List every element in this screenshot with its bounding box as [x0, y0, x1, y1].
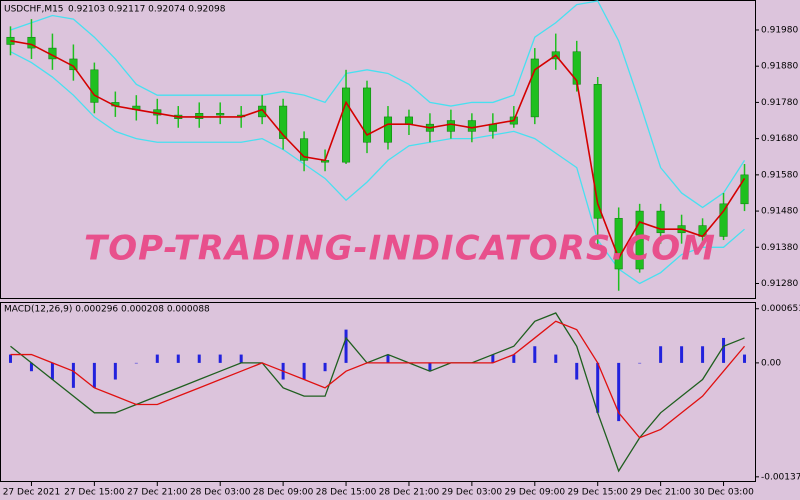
- candle-body: [404, 116, 413, 125]
- histogram-bar: [50, 362, 54, 380]
- x-tick-label: 29 Dec 03:00: [442, 488, 503, 498]
- histogram-bar: [386, 354, 390, 363]
- chart-title: USDCHF,M15: [4, 5, 64, 15]
- moving-average: [10, 40, 746, 261]
- candle-body: [300, 138, 309, 161]
- y-tick-label: 0.000651: [761, 304, 800, 314]
- y-tick-label: 0.91580: [761, 170, 798, 180]
- candle-body: [593, 84, 602, 219]
- x-tick-label: 27 Dec 21:00: [127, 488, 188, 498]
- histogram-bar: [218, 354, 222, 363]
- candle-body: [656, 210, 665, 234]
- histogram-bar: [302, 362, 306, 380]
- histogram-bar: [659, 346, 663, 363]
- candle-body: [467, 120, 476, 132]
- histogram-bar: [638, 362, 642, 364]
- histogram-bar: [197, 354, 201, 363]
- histogram-bar: [722, 337, 726, 363]
- candle-body: [90, 69, 99, 103]
- indicator-line: [10, 312, 745, 473]
- histogram-bar: [134, 362, 138, 364]
- candle-body: [740, 174, 749, 205]
- histogram-bar: [344, 329, 348, 363]
- histogram-bar: [680, 346, 684, 363]
- candle-body: [719, 203, 728, 237]
- y-tick-label: -0.00137: [761, 472, 800, 482]
- candle-body: [27, 36, 36, 49]
- watermark: TOP-TRADING-INDICATORS.COM: [84, 229, 716, 269]
- indicator-line: [10, 0, 746, 209]
- candle-body: [530, 58, 539, 118]
- macd-panel: [0, 302, 756, 482]
- indicator-line: [10, 51, 745, 285]
- histogram-bar: [239, 354, 243, 363]
- candle-body: [342, 87, 351, 163]
- histogram-bar: [155, 354, 159, 363]
- histogram-bar: [533, 346, 537, 363]
- x-tick-label: 27 Dec 2021: [3, 488, 61, 498]
- histogram-bar: [92, 362, 96, 388]
- histogram-bar: [113, 362, 117, 380]
- candle-body: [216, 113, 225, 116]
- histogram-bar: [701, 346, 705, 363]
- x-tick-label: 29 Dec 09:00: [505, 488, 566, 498]
- histogram-bar: [428, 362, 432, 372]
- candle-body: [446, 120, 455, 132]
- histogram-bar: [323, 362, 327, 372]
- candle-body: [635, 210, 644, 270]
- y-tick-label: 0.91380: [761, 243, 798, 253]
- y-tick-label: 0.91980: [761, 25, 798, 35]
- x-tick-label: 27 Dec 15:00: [64, 488, 125, 498]
- y-tick-label: 0.91680: [761, 134, 798, 144]
- histogram-bar: [491, 354, 495, 363]
- x-tick-label: 28 Dec 09:00: [253, 488, 314, 498]
- y-tick-label: 0.91280: [761, 279, 798, 289]
- y-tick-label: 0.00: [761, 358, 781, 368]
- x-tick-label: 30 Dec 03:00: [693, 488, 754, 498]
- ohlc-text: 0.92103 0.92117 0.92074 0.92098: [68, 5, 226, 15]
- y-tick-label: 0.91880: [761, 62, 798, 72]
- histogram-bar: [71, 362, 75, 388]
- candle-body: [383, 116, 393, 143]
- histogram-bar: [8, 354, 12, 363]
- candle-body: [362, 87, 372, 143]
- x-tick-label: 28 Dec 15:00: [316, 488, 377, 498]
- y-tick-label: 0.91780: [761, 98, 798, 108]
- histogram-bar: [575, 362, 579, 380]
- x-tick-label: 29 Dec 21:00: [630, 488, 691, 498]
- histogram-bar: [29, 362, 33, 372]
- histogram-bar: [176, 354, 180, 363]
- candle-body: [614, 218, 623, 270]
- x-tick-label: 29 Dec 15:00: [567, 488, 628, 498]
- candle-body: [195, 113, 204, 119]
- indicator-line: [10, 320, 746, 439]
- histogram-bar: [554, 354, 558, 363]
- histogram-bar: [512, 354, 516, 363]
- x-tick-label: 28 Dec 21:00: [379, 488, 440, 498]
- histogram-bar: [617, 362, 621, 422]
- y-tick-label: 0.91480: [761, 207, 798, 217]
- candle-body: [258, 105, 267, 118]
- histogram-bar: [743, 354, 747, 363]
- candle-body: [572, 51, 581, 85]
- histogram-bar: [596, 362, 600, 413]
- macd-title: MACD(12,26,9) 0.000296 0.000208 0.000088: [4, 305, 210, 315]
- x-tick-label: 28 Dec 03:00: [190, 488, 251, 498]
- candle-body: [279, 105, 288, 139]
- price-panel: [0, 0, 756, 299]
- price-layer: 0.91980 0.91880 0.91780 0.91680 0.91580 0.914…: [3, 0, 800, 498]
